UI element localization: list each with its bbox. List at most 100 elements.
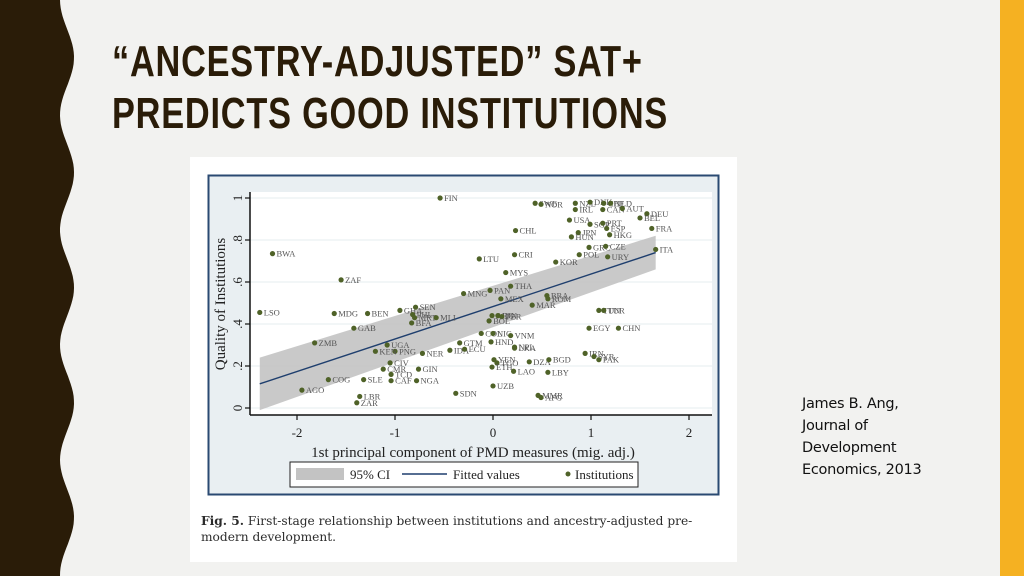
x-tick-label: -2: [292, 425, 303, 440]
data-point: ROM: [545, 294, 572, 304]
data-point: IRN: [582, 348, 604, 358]
svg-text:MLI: MLI: [440, 313, 456, 323]
svg-text:JPN: JPN: [582, 228, 596, 238]
svg-text:NZL: NZL: [579, 198, 596, 208]
svg-text:KEN: KEN: [379, 346, 396, 356]
data-point: ZMB: [312, 338, 337, 348]
svg-text:GAB: GAB: [358, 323, 376, 333]
y-tick-label: .8: [230, 235, 245, 245]
legend-ci-label: 95% CI: [350, 467, 390, 482]
x-ticks: -2 -1 0 1 2: [292, 415, 693, 440]
data-point: HKG: [607, 230, 632, 240]
data-point: UZB: [490, 381, 514, 391]
data-point: POL: [576, 250, 599, 260]
svg-text:PAK: PAK: [603, 355, 620, 365]
data-point: FRA: [649, 223, 673, 233]
svg-text:LTU: LTU: [483, 254, 499, 264]
svg-text:GTM: GTM: [464, 338, 483, 348]
data-point: LBY: [545, 367, 569, 377]
x-axis-label: 1st principal component of PMD measures …: [311, 445, 635, 461]
data-point: HND: [488, 337, 513, 347]
data-point: EGY: [586, 323, 611, 333]
data-point: NOR: [538, 199, 563, 209]
data-point: SEN: [412, 302, 436, 312]
svg-text:ARG: ARG: [496, 311, 514, 321]
data-points: FINSWENORNZLDNKCHENLDIRLCANAUTDEUBELUSAS…: [257, 193, 674, 408]
svg-text:YEN: YEN: [498, 355, 515, 365]
y-tick-label: .6: [230, 277, 245, 287]
data-point: CHE: [601, 198, 625, 208]
data-point: UGA: [384, 340, 410, 350]
data-point: TCD: [388, 369, 412, 379]
data-point: LKA: [511, 343, 537, 353]
data-point: LBR: [357, 391, 381, 401]
data-point: ESP: [604, 223, 626, 233]
data-point: NGA: [413, 376, 440, 386]
x-tick-label: 1: [588, 425, 595, 440]
svg-text:MEX: MEX: [505, 294, 524, 304]
svg-text:IDA: IDA: [454, 345, 470, 355]
svg-text:BWA: BWA: [277, 249, 297, 259]
svg-text:PHL: PHL: [417, 310, 433, 320]
data-point: CHL: [512, 226, 537, 236]
citation: James B. Ang, Journal of Development Eco…: [802, 393, 982, 481]
data-point: ZAR: [354, 398, 378, 408]
data-point: VNM: [508, 331, 535, 341]
svg-text:MRT: MRT: [419, 313, 438, 323]
left-wave-band: [0, 0, 74, 576]
figure-image: FINSWENORNZLDNKCHENLDIRLCANAUTDEUBELUSAS…: [190, 157, 737, 562]
svg-text:UGA: UGA: [391, 340, 410, 350]
svg-text:ZAR: ZAR: [361, 398, 378, 408]
data-point: PNG: [392, 346, 416, 356]
svg-text:TUN: TUN: [603, 305, 620, 315]
svg-text:ZMB: ZMB: [319, 338, 338, 348]
svg-text:BEN: BEN: [372, 309, 389, 319]
svg-text:BRA: BRA: [551, 291, 569, 301]
citation-line-3: Development: [802, 440, 897, 456]
data-point: TUN: [596, 305, 620, 315]
svg-text:BOL: BOL: [493, 316, 510, 326]
y-ticks: 0 .2 .4 .6 .8 1: [230, 195, 250, 411]
data-point: ECU: [461, 344, 486, 354]
data-point: BOL: [486, 316, 510, 326]
svg-text:GHA: GHA: [404, 305, 423, 315]
data-point: THA: [508, 281, 533, 291]
svg-text:UZB: UZB: [497, 381, 514, 391]
data-point: COG: [325, 375, 350, 385]
ci-band: [259, 235, 656, 411]
svg-text:TCD: TCD: [395, 369, 412, 379]
data-point: KOR: [553, 257, 578, 267]
data-point: GTM: [457, 338, 483, 348]
svg-text:COG: COG: [332, 375, 350, 385]
data-point: PER: [499, 312, 522, 322]
svg-text:POL: POL: [583, 250, 599, 260]
svg-text:CHN: CHN: [622, 323, 640, 333]
svg-text:LSO: LSO: [264, 307, 280, 317]
svg-text:NLD: NLD: [615, 198, 632, 208]
svg-text:LBR: LBR: [364, 391, 381, 401]
caption-label: Fig. 5.: [201, 514, 245, 528]
data-point: TGO: [494, 358, 518, 368]
data-point: GIN: [415, 364, 438, 374]
data-point: BEL: [637, 213, 660, 223]
data-point: ZAF: [338, 275, 361, 285]
caption-text: First-stage relationship between institu…: [201, 514, 693, 544]
svg-text:SDN: SDN: [460, 388, 477, 398]
data-point: USA: [566, 215, 591, 225]
svg-text:LBY: LBY: [552, 367, 569, 377]
data-point: BGD: [546, 355, 571, 365]
svg-text:DZA: DZA: [533, 357, 551, 367]
svg-text:ROM: ROM: [552, 294, 572, 304]
data-point: PAK: [596, 355, 620, 365]
svg-text:PRT: PRT: [607, 218, 623, 228]
svg-text:SYR: SYR: [598, 352, 615, 362]
y-tick-label: .4: [230, 319, 245, 329]
x-tick-label: 2: [686, 425, 693, 440]
legend-fit-label: Fitted values: [453, 467, 520, 482]
data-point: DEU: [644, 209, 668, 219]
svg-text:LKA: LKA: [519, 343, 537, 353]
data-point: CZE: [603, 241, 626, 251]
data-point: CMR: [380, 364, 406, 374]
data-point: SWE: [532, 198, 557, 208]
data-point: GHA: [397, 305, 423, 315]
